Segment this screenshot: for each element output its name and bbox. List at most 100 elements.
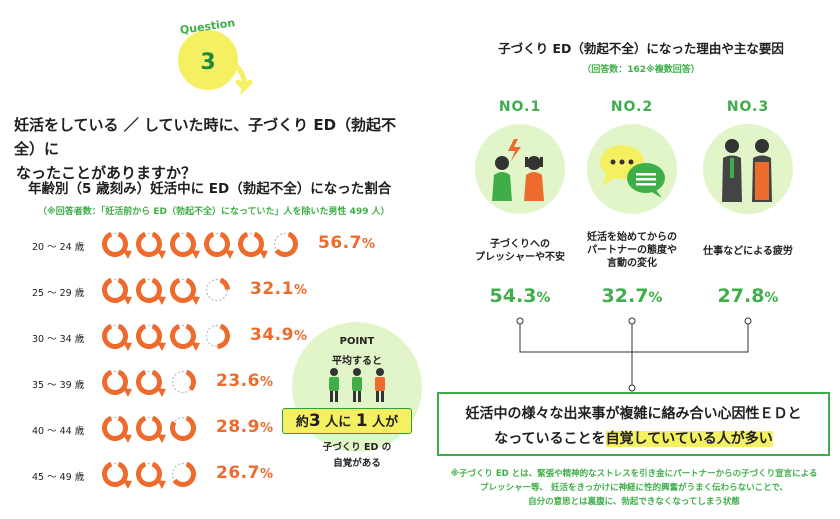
reason-text-1: 子づくりへの プレッシャーや不安 [460,238,580,264]
question-line-1: 妊活をしている ／ していた時に、子づくり ED（勃起不全）に [14,116,397,158]
reason-value-2: 32.7% [577,285,687,307]
age-category-label: 25 ～ 29 歳 [32,288,85,299]
summary-highlight: 自覚していている人が多い [605,431,773,447]
ring-arrow [157,342,166,351]
age-value-unit: % [259,467,274,482]
age-value-number: 34.9 [250,325,294,345]
summary-line-2: なっていることを自覚していている人が多い [437,428,830,448]
ring-fill [136,369,162,395]
ring-fill [170,323,196,349]
reason-circle-3 [703,124,793,214]
ring-arrow [157,480,166,489]
reason-3-unit: % [764,290,779,306]
age-value-number: 26.7 [216,463,260,483]
ring-arrow [191,250,200,259]
ring-arrow [157,388,166,397]
age-category-label: 20 ～ 24 歳 [32,242,85,253]
age-value-label: 56.7% [318,233,375,253]
reason-3-number: 27.8 [717,285,765,307]
ring-fill [136,277,162,303]
age-bar [102,415,196,443]
ring-arrow [191,342,200,351]
age-value-number: 56.7 [318,233,362,253]
reasons-title: 子づくり ED（勃起不全）になった理由や主な要因 [498,41,784,56]
ring-arrow [123,250,132,259]
ring-fill [102,231,128,257]
ring-fill [136,231,162,257]
reason-1-number: 54.3 [489,285,537,307]
age-category-label: 45 ～ 49 歳 [32,472,85,483]
highlight-suffix: 人が [367,415,399,430]
ring-arrow [191,296,200,305]
question-number: 3 [200,50,215,75]
question-text: 妊活をしている ／ していた時に、子づくり ED（勃起不全）に なったことがあり… [14,113,414,185]
rank-label-3: NO.3 [726,99,770,115]
age-chart-note: （※回答者数：「妊活前から ED（勃起不全）になっていた」人を除いた男性 499… [38,207,390,217]
ring-fill [170,415,196,441]
reason-value-1: 54.3% [465,285,575,307]
ring-fill [170,231,196,257]
age-bar [102,231,298,259]
age-category-label: 40 ～ 44 歳 [32,426,85,437]
highlight-middle: 人に [320,415,356,430]
three-people-icon [329,368,385,402]
ring-outline [205,278,229,302]
rank-label-1: NO.1 [498,99,542,115]
reason-text-3: 仕事などによる疲労 [703,246,793,257]
ring-arrow [123,342,132,351]
ring-fill [102,415,128,442]
point-title: POINT [339,336,375,347]
age-category-label: 35 ～ 39 歳 [32,380,85,391]
stressed-couple-icon [492,139,544,201]
ring-fill [170,277,196,303]
age-value-label: 28.9% [216,417,273,437]
footnote-line-1: ※子づくり ED とは、緊張や精神的なストレスを引き金にパートナーからの子づくり… [450,469,818,479]
ring-fill [204,277,230,303]
highlight-number-1: 1 [355,411,368,431]
age-bar [102,461,196,489]
ring-fill [204,231,230,257]
ring-fill [204,323,230,349]
ring-arrow [123,480,132,489]
footnote-line-2: プレッシャー等、 妊活をきっかけに神経に性的興奮がうまく伝わらないことで、 [479,483,789,493]
summary-line-2-prefix: なっていることを [494,431,606,447]
ring-arrow [259,250,268,259]
tired-workers-icon [722,139,772,202]
age-value-unit: % [259,375,274,390]
point-average-text: 平均すると [332,356,382,367]
rank-label-2: NO.2 [610,99,654,115]
question-line-2: なったことがありますか？ [16,164,197,182]
ring-arrow [157,434,166,443]
reason-circle-1 [475,124,565,214]
age-value-unit: % [361,237,376,252]
reason-2-line-1: 妊活を始めてからの [587,232,677,243]
reason-2-unit: % [648,290,663,306]
reason-value-3: 27.8% [693,285,803,307]
ring-fill [272,231,298,257]
reason-1-line-1: 子づくりへの [490,239,550,250]
connector-lines [516,317,752,392]
reason-2-number: 32.7 [601,285,649,307]
reason-2-line-3: 言動の変化 [607,258,657,269]
ring-fill [136,323,162,349]
age-chart-title: 年齢別（5 歳刻み）妊活中に ED（勃起不全）になった割合 [28,181,392,197]
ring-fill [102,369,128,396]
ring-arrow [123,388,132,397]
age-value-label: 34.9% [250,325,307,345]
footnote-line-3: 自分の意思とは裏腹に、勃起できなくなってしまう状態 [528,497,740,507]
reason-1-unit: % [536,290,551,306]
age-value-number: 28.9 [216,417,260,437]
ring-arrow [225,250,234,259]
age-value-label: 26.7% [216,463,273,483]
ring-arrow [123,434,132,443]
ring-fill [102,323,128,350]
age-value-unit: % [259,421,274,436]
ring-fill [102,461,128,488]
ring-fill [102,277,128,304]
age-bar [102,369,196,397]
age-bar [102,277,230,305]
age-value-number: 32.1 [250,279,294,299]
reason-text-2: 妊活を始めてからの パートナーの態度や 言動の変化 [572,231,692,270]
point-highlight: 約3 人に 1 人が [282,408,412,434]
age-value-label: 23.6% [216,371,273,391]
